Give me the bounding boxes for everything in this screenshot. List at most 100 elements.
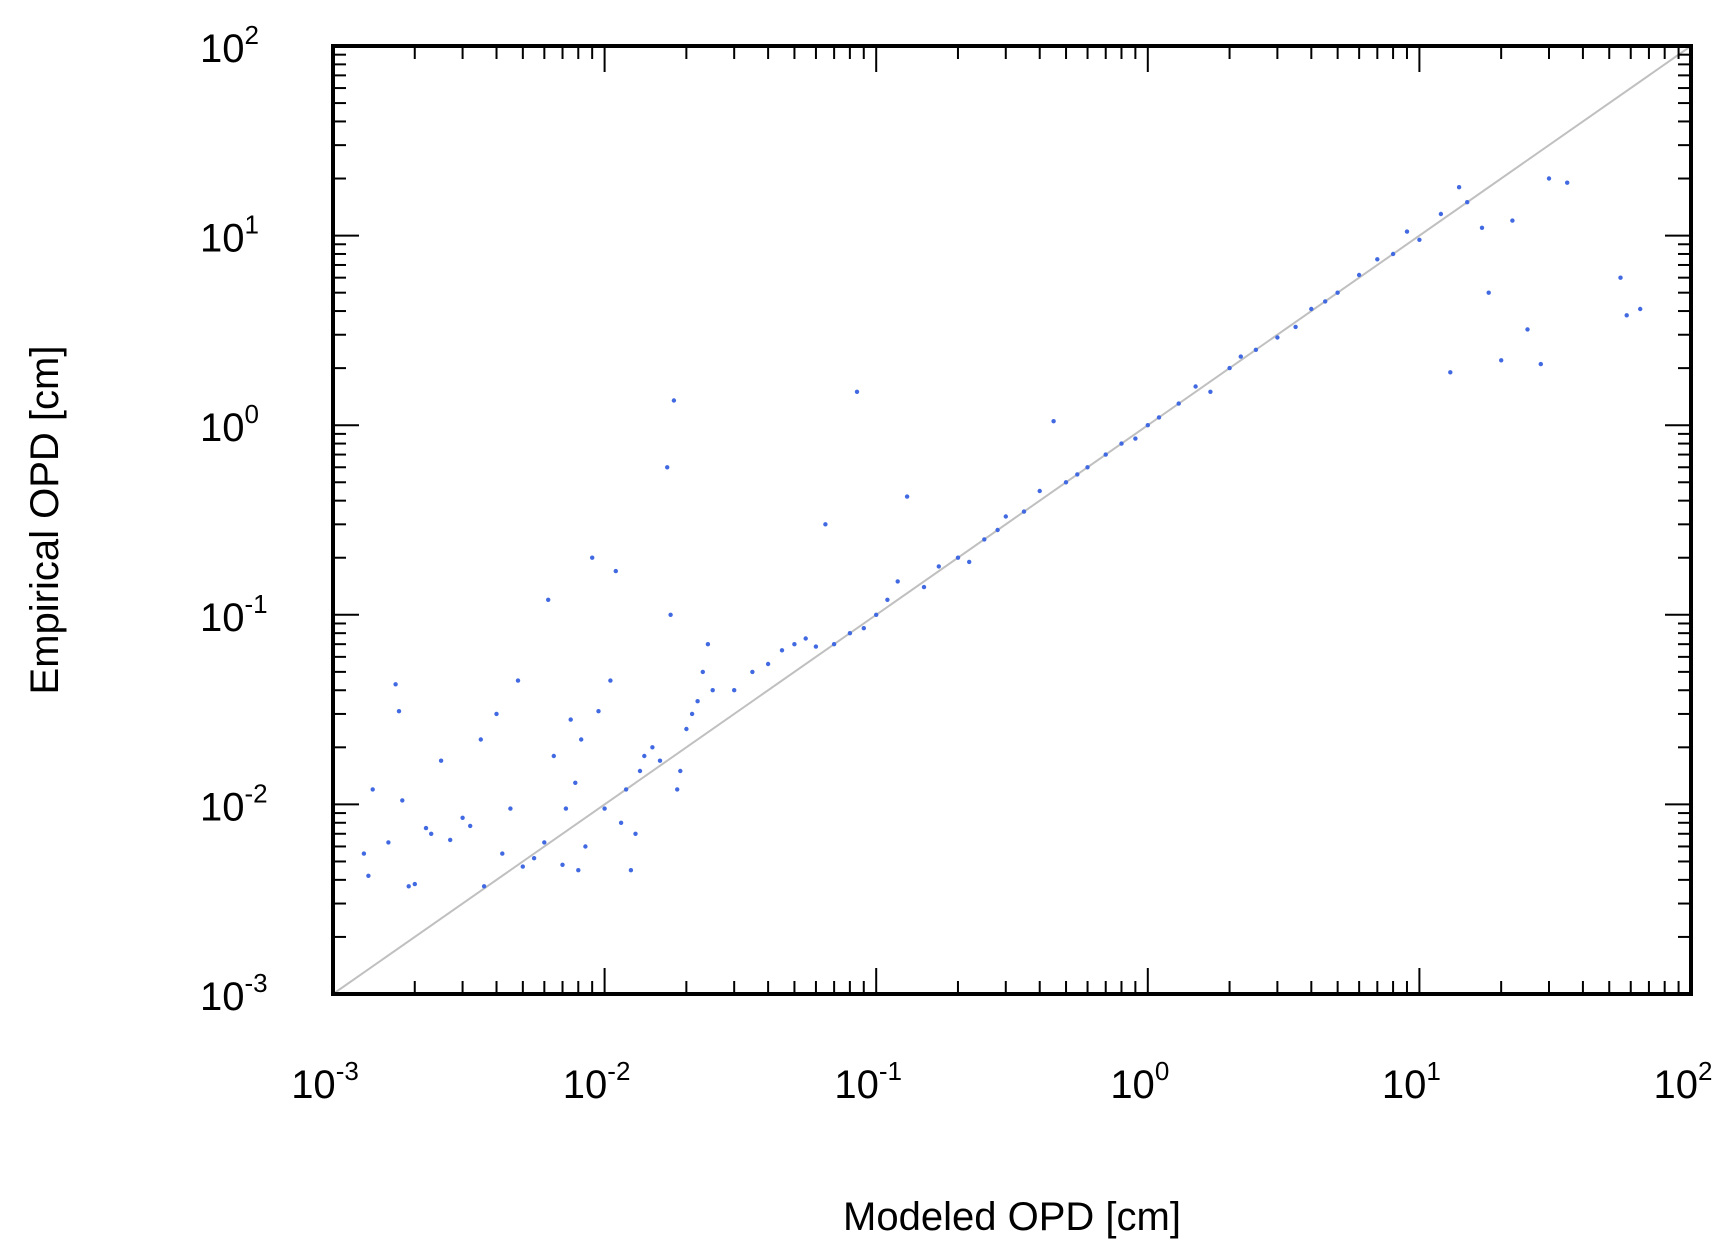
data-point: [448, 837, 453, 843]
data-point: [847, 631, 853, 636]
data-point: [1390, 251, 1396, 257]
data-point: [854, 389, 860, 394]
x-tick-label: 102: [1654, 1056, 1713, 1107]
data-point: [1156, 415, 1162, 420]
data-point: [386, 840, 391, 845]
data-point: [885, 597, 890, 602]
data-point: [515, 678, 521, 683]
data-point: [1335, 290, 1340, 295]
data-point: [1479, 225, 1485, 230]
data-point: [861, 626, 866, 631]
data-point: [1103, 452, 1108, 457]
data-point: [590, 555, 595, 560]
y-tick-label: 100: [200, 399, 259, 450]
data-point: [710, 688, 715, 693]
data-point: [1275, 335, 1280, 340]
data-point: [576, 868, 581, 873]
data-point: [583, 844, 588, 849]
y-tick-label: 101: [200, 210, 259, 261]
data-point: [1227, 365, 1232, 371]
data-point: [665, 465, 670, 470]
data-point: [531, 856, 537, 861]
data-point: [500, 851, 505, 856]
data-point: [1176, 401, 1181, 406]
data-point: [904, 494, 910, 499]
data-point: [684, 726, 689, 732]
y-tick-label: 10-2: [200, 778, 268, 829]
data-point: [551, 753, 556, 759]
data-point: [478, 737, 483, 742]
data-point: [668, 612, 673, 617]
y-tick-labels: 10-3 10-2 10-1 100 101 102: [200, 20, 268, 1019]
data-point: [1193, 384, 1198, 389]
data-point: [1456, 185, 1462, 190]
data-point: [967, 559, 972, 565]
data-point: [393, 682, 398, 687]
data-point: [982, 537, 987, 542]
x-tick-label: 10-1: [834, 1056, 902, 1107]
data-point: [481, 884, 487, 889]
y-tick-label: 10-3: [200, 968, 268, 1019]
y-tick-label: 102: [200, 20, 259, 71]
data-point: [1546, 176, 1552, 181]
data-point: [1119, 441, 1124, 446]
data-point: [955, 555, 961, 560]
data-point: [608, 678, 613, 683]
data-point: [412, 881, 417, 887]
data-point: [1238, 354, 1244, 359]
data-point: [573, 780, 578, 785]
data-point: [813, 644, 819, 649]
data-point: [831, 642, 837, 647]
data-point: [1208, 389, 1213, 394]
data-point: [1624, 313, 1629, 318]
data-point: [1075, 472, 1080, 477]
data-point: [1510, 218, 1515, 223]
data-point: [546, 597, 551, 602]
x-tick-label: 10-3: [291, 1056, 359, 1107]
reference-line-layer: [332, 45, 1692, 995]
data-point: [1063, 480, 1069, 485]
data-point: [1145, 423, 1151, 428]
data-point: [1051, 419, 1056, 424]
data-point: [779, 648, 785, 653]
data-point: [508, 806, 513, 811]
data-point: [657, 758, 663, 763]
plot-area-frame: [331, 44, 1693, 996]
data-point: [1499, 358, 1504, 363]
data-point: [678, 768, 683, 774]
data-point: [1448, 370, 1453, 375]
data-point: [1293, 324, 1298, 330]
x-tick-label: 100: [1110, 1056, 1169, 1107]
x-tick-label: 10-2: [563, 1056, 631, 1107]
data-point: [895, 579, 900, 584]
data-point: [1133, 436, 1138, 441]
data-point: [637, 768, 643, 774]
data-point: [1525, 327, 1530, 332]
data-point: [695, 699, 700, 704]
data-point: [1356, 272, 1362, 278]
data-point: [618, 820, 624, 825]
data-point: [732, 688, 737, 693]
data-point: [560, 862, 565, 867]
data-point: [361, 851, 367, 856]
data-point: [613, 568, 618, 574]
data-point: [1565, 180, 1570, 185]
data-point: [366, 873, 371, 878]
data-point: [396, 709, 402, 714]
data-point: [1486, 290, 1491, 295]
data-point: [1538, 361, 1544, 367]
data-point: [642, 753, 647, 759]
y-tick-label: 10-1: [200, 589, 268, 640]
x-tick-labels: 10-3 10-2 10-1 100 101 102: [291, 1056, 1712, 1107]
data-point: [542, 840, 547, 845]
data-point: [1253, 347, 1259, 352]
data-point: [460, 815, 465, 820]
data-point: [792, 642, 797, 647]
data-point: [705, 642, 711, 647]
data-point: [1037, 488, 1042, 494]
data-point: [429, 831, 434, 836]
data-point: [596, 709, 601, 714]
data-point: [1417, 237, 1422, 242]
data-point: [520, 864, 525, 869]
data-point: [1003, 514, 1008, 519]
